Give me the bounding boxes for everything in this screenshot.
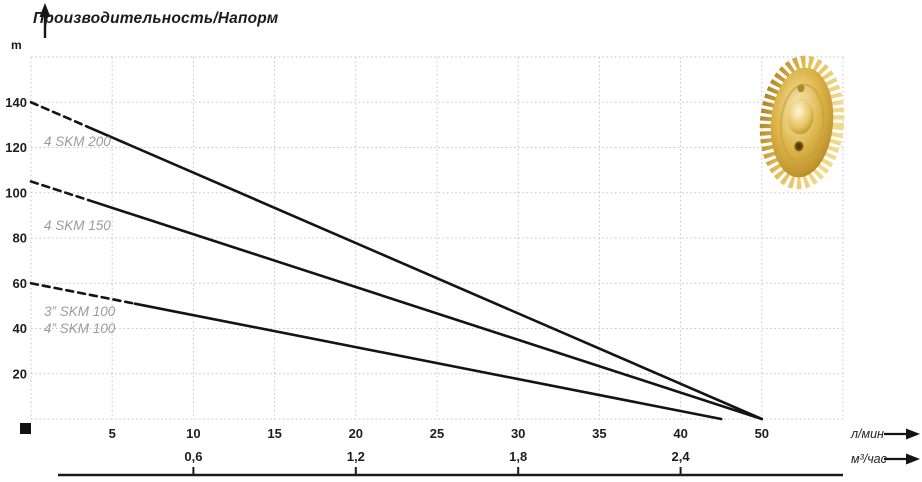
y-tick-label: 140 [5, 95, 27, 110]
y-tick-label: 100 [5, 185, 27, 200]
y-axis-tick-labels: 20 40 60 80 100 120 140 [5, 95, 27, 382]
y-tick-label: 60 [13, 276, 27, 291]
x-axis-unit-primary-label: л/мин [850, 427, 884, 441]
x-axis-unit-secondary-label: м³/час [851, 452, 888, 466]
curve-dashed-segment [29, 281, 137, 305]
origin-marker [20, 423, 31, 434]
impeller-image [759, 55, 845, 190]
series-labels: 4 SKM 200 4 SKM 150 3” SKM 100 4” SKM 100 [44, 134, 116, 336]
y-tick-label: 80 [13, 231, 27, 246]
curve-dashed-segment [29, 180, 91, 202]
x-axis-unit-secondary: м³/час [851, 452, 920, 466]
y-tick-label: 40 [13, 321, 27, 336]
curve-solid-segment [133, 302, 723, 421]
x-tick-label: 40 [673, 426, 687, 441]
y-tick-label: 120 [5, 140, 27, 155]
secondary-tick-label: 1,8 [509, 449, 527, 464]
pump-curves [29, 100, 764, 421]
x-tick-label: 5 [109, 426, 116, 441]
series-label: 4” SKM 100 [44, 321, 116, 336]
series-label: 4 SKM 200 [44, 134, 111, 149]
x-tick-label: 20 [349, 426, 363, 441]
secondary-tick-label: 2,4 [672, 449, 691, 464]
secondary-tick-label: 1,2 [347, 449, 365, 464]
secondary-tick-label: 0,6 [184, 449, 202, 464]
x-axis-unit-primary: л/мин [850, 427, 920, 441]
x-axis-secondary: 0,6 1,2 1,8 2,4 [58, 449, 843, 477]
curve-solid-segment [86, 125, 764, 421]
x-tick-label: 15 [267, 426, 281, 441]
y-axis-arrow-icon [39, 3, 51, 38]
chart-title: Производительность/Напорм [33, 10, 279, 27]
x-tick-label: 10 [186, 426, 200, 441]
y-axis-unit-label: m [11, 38, 22, 52]
x-tick-label: 30 [511, 426, 525, 441]
curve-dashed-segment [29, 100, 90, 129]
y-tick-label: 20 [13, 366, 27, 381]
arrow-right-icon [906, 428, 920, 440]
curve-solid-segment [88, 199, 764, 421]
series-label: 4 SKM 150 [44, 218, 111, 233]
x-axis-primary-tick-labels: 5 10 15 20 25 30 35 40 50 [109, 426, 769, 441]
x-tick-label: 25 [430, 426, 444, 441]
x-tick-label: 35 [592, 426, 606, 441]
x-tick-label: 50 [755, 426, 769, 441]
series-label: 3” SKM 100 [44, 304, 116, 319]
gridlines [30, 56, 844, 420]
arrow-right-icon [906, 453, 920, 465]
